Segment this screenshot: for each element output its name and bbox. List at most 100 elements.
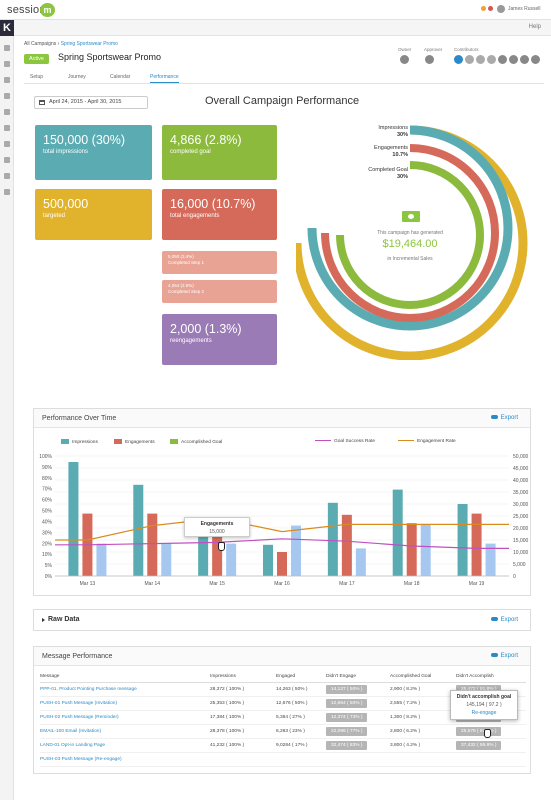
contributor-avatar[interactable] xyxy=(509,55,518,64)
expand-arrow-icon[interactable] xyxy=(42,618,45,622)
user-name[interactable]: James Russell xyxy=(508,6,541,12)
legend-impressions[interactable]: Impressions xyxy=(61,439,98,445)
col-impressions[interactable]: Impressions xyxy=(210,671,276,683)
breadcrumb: All Campaigns › Spring Sportswear Promo xyxy=(24,41,118,47)
mp-export-button[interactable]: Export xyxy=(490,653,518,659)
brand-k-logo[interactable]: K xyxy=(0,20,14,36)
contributor-avatar[interactable] xyxy=(520,55,529,64)
ring-completed xyxy=(336,161,484,309)
col-message[interactable]: Message xyxy=(40,671,210,683)
bar-chart-icon[interactable] xyxy=(4,173,10,179)
row-impressions-cell: 17,384 ( 100% ) xyxy=(210,710,276,725)
date-range-picker[interactable]: April 24, 2015 - April 30, 2015 xyxy=(34,96,148,109)
x-tick-label: Mar 17 xyxy=(339,581,355,587)
row-message-cell[interactable]: PPP-01, Product Pointing Purchase messag… xyxy=(40,682,210,697)
row-didnt-engage-pill[interactable]: 22,095 ( 77% ) xyxy=(326,726,368,736)
chart-tooltip: Engagements 15,000 xyxy=(184,517,250,537)
row-didnt-engage-cell: 32,474 ( 83% ) xyxy=(326,738,390,753)
table-row[interactable]: LAND-01 Opt-in Landing Page 41,232 ( 100%… xyxy=(40,738,526,753)
contributor-avatar[interactable] xyxy=(465,55,474,64)
tab-setup[interactable]: Setup xyxy=(30,74,44,80)
app-logo-mark[interactable]: m xyxy=(40,3,55,17)
x-tick-label: Mar 18 xyxy=(404,581,420,587)
bar-accomplished-goal xyxy=(226,543,237,576)
status-badge: Active xyxy=(24,54,49,64)
row-impressions-cell: 25,353 ( 100% ) xyxy=(210,696,276,711)
tile-engagements: 16,000 (10.7%) total engagements xyxy=(162,189,277,240)
tab-calendar[interactable]: Calendar xyxy=(110,74,131,80)
panel-title: Performance Over Time xyxy=(42,415,117,422)
contributor-avatar[interactable] xyxy=(498,55,507,64)
row-didnt-goal-pill[interactable]: 25,578 ( 93.8% ) xyxy=(456,726,502,736)
cubes-icon[interactable] xyxy=(4,125,10,131)
legend-success-rate[interactable]: Goal Success Rate xyxy=(315,439,375,444)
bar-engagements xyxy=(471,513,482,576)
row-message-cell[interactable]: LAND-01 Opt-in Landing Page xyxy=(40,738,210,753)
top-bar: session m James Russell xyxy=(0,0,551,20)
row-message-cell[interactable]: PUSH-01 Push Message (Invitation) xyxy=(40,696,210,711)
megaphone-icon[interactable] xyxy=(4,93,10,99)
ring-label-engagements: Engagements 10.7% xyxy=(352,145,408,159)
row-didnt-engage-pill[interactable]: 14,127 ( 50% ) xyxy=(326,684,368,694)
col-didnt-engage[interactable]: Didn't Engage xyxy=(326,671,390,683)
tile-engagements-label: total engagements xyxy=(170,213,220,219)
ring-engagements xyxy=(321,144,499,322)
tab-performance[interactable]: Performance xyxy=(150,74,179,83)
tile-completed-label: completed goal xyxy=(170,149,211,155)
gauge-icon[interactable] xyxy=(4,109,10,115)
col-engaged[interactable]: Engaged xyxy=(276,671,326,683)
app-logo-text[interactable]: session xyxy=(7,4,46,16)
row-didnt-engage-pill[interactable]: 12,374 ( 73% ) xyxy=(326,712,368,722)
left-nav-rail: K xyxy=(0,20,14,800)
export-button[interactable]: Export xyxy=(490,415,518,421)
table-row[interactable]: PPP-01, Product Pointing Purchase messag… xyxy=(40,682,526,697)
tile-step1-label: Completed Step 1 xyxy=(168,260,205,265)
row-didnt-goal-pill[interactable]: 37,432 ( 95.8% ) xyxy=(456,740,502,750)
home-icon[interactable] xyxy=(4,45,10,51)
legend-engagement-rate[interactable]: Engagement Rate xyxy=(398,439,456,444)
tab-journey[interactable]: Journey xyxy=(68,74,86,80)
trophy-icon[interactable] xyxy=(4,189,10,195)
raw-data-title[interactable]: Raw Data xyxy=(48,616,80,623)
table-header-row: Message Impressions Engaged Didn't Engag… xyxy=(40,671,526,683)
raw-export-button[interactable]: Export xyxy=(490,617,518,623)
tooltip-title: Engagements xyxy=(200,521,234,527)
contributor-avatar[interactable] xyxy=(531,55,540,64)
edit-icon[interactable] xyxy=(4,77,10,83)
col-accomplished[interactable]: Accomplished Goal xyxy=(390,671,456,683)
panel-header: Performance Over Time Export xyxy=(34,409,530,428)
row-message-cell[interactable]: PUSH-02 Push Message (Reminder) xyxy=(40,710,210,725)
share-icon[interactable] xyxy=(4,61,10,67)
row-message-cell[interactable]: PUSH-03 Push Message (Re-engage) xyxy=(40,752,210,767)
x-tick-label: Mar 16 xyxy=(274,581,290,587)
table-row[interactable]: EMAIL-100 Email (Invitation) 28,378 ( 100… xyxy=(40,724,526,739)
table-row[interactable]: PUSH-03 Push Message (Re-engage) xyxy=(40,752,526,767)
tile-reengagements: 2,000 (1.3%) reengagements xyxy=(162,314,277,365)
add-contributor-button[interactable] xyxy=(454,55,463,64)
row-didnt-engage-pill[interactable]: 12,664 ( 50% ) xyxy=(326,698,368,708)
breadcrumb-current[interactable]: Spring Sportswear Promo xyxy=(60,41,118,47)
row-didnt-engage-pill[interactable]: 32,474 ( 83% ) xyxy=(326,740,368,750)
hand-cursor-icon xyxy=(484,729,491,738)
user-avatar[interactable] xyxy=(497,5,505,13)
approver-avatar[interactable] xyxy=(425,55,434,64)
contributor-avatar[interactable] xyxy=(487,55,496,64)
bar-impressions xyxy=(198,522,209,576)
ring-label-completed: Completed Goal 30% xyxy=(340,167,408,181)
breadcrumb-root[interactable]: All Campaigns xyxy=(24,41,57,47)
notification-icons[interactable] xyxy=(481,6,493,13)
help-link[interactable]: Help xyxy=(528,24,541,30)
y2-tick-label: 20,000 xyxy=(513,526,529,532)
row-message-cell[interactable]: EMAIL-100 Email (Invitation) xyxy=(40,724,210,739)
owner-avatar[interactable] xyxy=(400,55,409,64)
flag-icon[interactable] xyxy=(4,141,10,147)
y-tick-label: 60% xyxy=(42,498,53,504)
reengage-link[interactable]: Re-engage xyxy=(471,710,497,716)
col-didnt-accomplish[interactable]: Didn't Accomplish xyxy=(456,671,526,683)
row-didnt-goal-pill[interactable]: 25,472 ( 91.8% ) xyxy=(456,684,502,694)
legend-goal[interactable]: Accomplished Goal xyxy=(170,439,222,445)
contributor-avatar[interactable] xyxy=(476,55,485,64)
users-icon[interactable] xyxy=(4,157,10,163)
legend-engagements[interactable]: Engagements xyxy=(114,439,155,445)
raw-data-panel[interactable]: Raw Data Export xyxy=(33,609,531,631)
